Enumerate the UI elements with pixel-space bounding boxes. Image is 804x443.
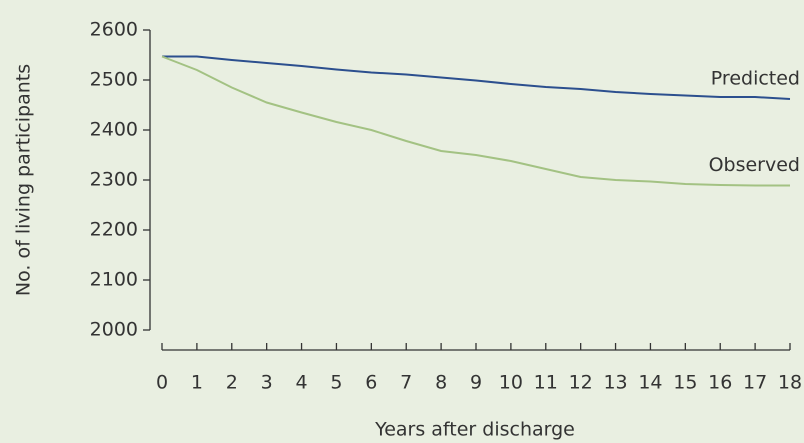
x-tick-label: 16 [708, 372, 732, 394]
y-tick-label: 2600 [90, 19, 138, 41]
y-tick-label: 2100 [90, 269, 138, 291]
y-tick-label: 2200 [90, 219, 138, 241]
series-line [162, 55, 791, 100]
x-tick-label: 4 [296, 372, 308, 394]
x-tick-label: 14 [638, 372, 662, 394]
x-tick-label: 12 [569, 372, 593, 394]
y-tick-label: 2400 [90, 119, 138, 141]
x-tick-label: 11 [534, 372, 558, 394]
x-tick-label: 1 [191, 372, 203, 394]
y-axis-title: No. of living participants [13, 64, 35, 296]
series-line [161, 55, 790, 187]
y-tick-label: 2000 [90, 319, 138, 341]
x-tick-label: 9 [470, 372, 482, 394]
x-tick-label: 7 [400, 372, 412, 394]
x-tick-label: 8 [435, 372, 447, 394]
x-tick-label: 3 [261, 372, 273, 394]
x-axis-title: Years after discharge [374, 419, 575, 441]
x-tick-label: 5 [330, 372, 342, 394]
x-tick-label: 18 [778, 372, 802, 394]
x-tick-label: 13 [603, 372, 627, 394]
y-tick-label: 2300 [90, 169, 138, 191]
series-label: Observed [709, 154, 800, 176]
x-tick-label: 0 [156, 372, 168, 394]
y-tick-label: 2500 [90, 69, 138, 91]
series-label: Predicted [711, 68, 800, 90]
x-tick-label: 2 [226, 372, 238, 394]
x-tick-label: 6 [365, 372, 377, 394]
x-tick-label: 17 [743, 372, 767, 394]
x-tick-label: 15 [673, 372, 697, 394]
x-tick-label: 10 [499, 372, 523, 394]
